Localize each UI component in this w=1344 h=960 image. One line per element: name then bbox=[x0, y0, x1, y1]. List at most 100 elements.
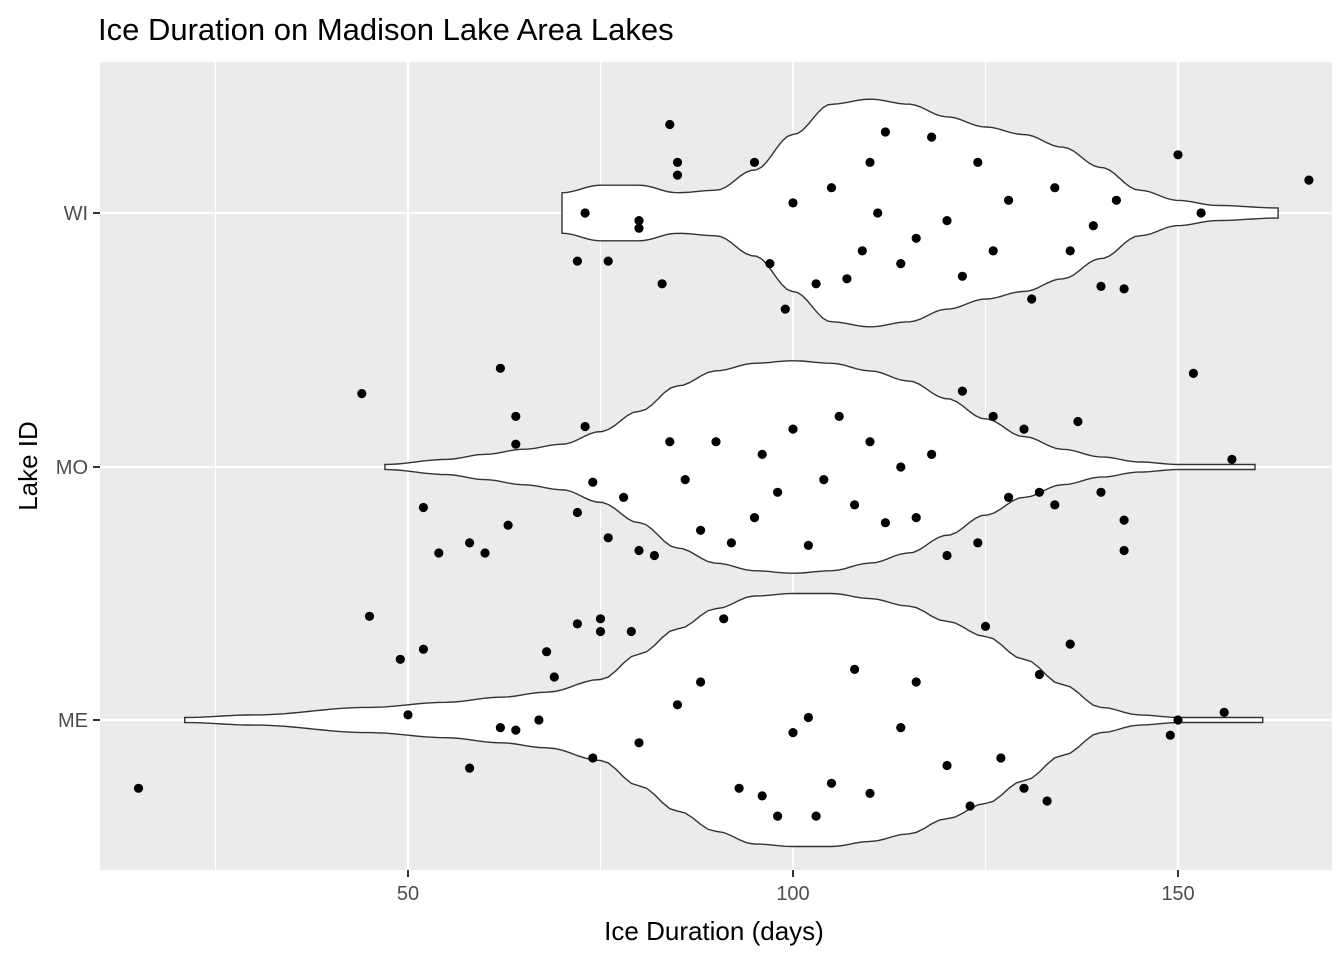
data-point-me bbox=[595, 626, 606, 637]
data-point-mo bbox=[634, 545, 644, 556]
data-point-mo bbox=[1034, 487, 1044, 497]
chart-title: Ice Duration on Madison Lake Area Lakes bbox=[98, 12, 674, 47]
data-point-wi bbox=[896, 259, 906, 269]
data-point-wi bbox=[1304, 175, 1314, 185]
x-tick-label: 100 bbox=[776, 883, 809, 905]
data-point-me bbox=[1219, 707, 1229, 718]
data-point-mo bbox=[1188, 368, 1198, 378]
data-point-me bbox=[850, 664, 860, 675]
data-point-mo bbox=[896, 462, 906, 472]
data-point-wi bbox=[880, 127, 891, 137]
data-point-wi bbox=[988, 246, 998, 256]
data-point-mo bbox=[434, 548, 444, 558]
data-point-wi bbox=[1027, 294, 1037, 304]
data-point-mo bbox=[773, 487, 783, 497]
data-point-me bbox=[734, 783, 744, 793]
y-axis-label: Lake ID bbox=[13, 421, 43, 511]
data-point-wi bbox=[911, 233, 921, 243]
data-point-mo bbox=[726, 538, 737, 548]
data-point-me bbox=[1173, 715, 1183, 725]
data-point-mo bbox=[511, 411, 521, 421]
data-point-me bbox=[534, 715, 544, 725]
y-tick-label: MO bbox=[56, 457, 88, 479]
data-point-wi bbox=[657, 279, 667, 289]
data-point-mo bbox=[880, 518, 891, 528]
data-point-me bbox=[1019, 783, 1029, 793]
data-point-wi bbox=[865, 157, 875, 167]
data-point-mo bbox=[680, 475, 690, 485]
data-point-mo bbox=[1050, 500, 1060, 510]
data-point-wi bbox=[634, 216, 644, 226]
data-point-mo bbox=[749, 513, 760, 523]
data-point-wi bbox=[973, 157, 983, 167]
data-point-me bbox=[672, 700, 683, 710]
y-tick-label: WI bbox=[64, 203, 88, 225]
data-point-me bbox=[1065, 639, 1075, 649]
data-point-wi bbox=[957, 271, 968, 281]
data-point-wi bbox=[1119, 284, 1129, 294]
data-point-me bbox=[495, 723, 505, 733]
data-point-mo bbox=[942, 550, 952, 561]
data-point-me bbox=[757, 791, 767, 801]
data-point-mo bbox=[649, 550, 660, 561]
data-point-me bbox=[549, 672, 559, 682]
data-point-me bbox=[896, 723, 906, 733]
data-point-mo bbox=[588, 477, 598, 487]
data-point-me bbox=[965, 801, 975, 811]
data-point-wi bbox=[811, 279, 821, 289]
data-point-me bbox=[364, 611, 375, 621]
data-point-wi bbox=[672, 170, 683, 180]
x-axis-label: Ice Duration (days) bbox=[604, 916, 824, 946]
data-point-mo bbox=[711, 437, 721, 447]
violin-wi bbox=[561, 98, 1279, 328]
data-point-mo bbox=[757, 449, 767, 459]
axis-layer: 50 100 150 ME MO WI bbox=[56, 203, 1195, 905]
data-point-me bbox=[996, 753, 1006, 763]
data-point-me bbox=[1034, 669, 1044, 680]
data-point-wi bbox=[842, 274, 852, 284]
data-point-mo bbox=[418, 502, 428, 513]
data-point-mo bbox=[1004, 492, 1014, 502]
data-point-me bbox=[403, 710, 413, 720]
data-point-wi bbox=[1088, 221, 1098, 231]
data-point-wi bbox=[603, 256, 613, 266]
x-tick-label: 150 bbox=[1161, 883, 1194, 905]
data-point-wi bbox=[927, 132, 937, 142]
data-point-mo bbox=[1019, 424, 1029, 434]
data-point-wi bbox=[1096, 281, 1106, 291]
data-point-mo bbox=[788, 424, 798, 434]
data-point-me bbox=[595, 614, 606, 624]
data-point-wi bbox=[1111, 195, 1121, 205]
data-point-me bbox=[511, 725, 521, 735]
data-point-mo bbox=[580, 421, 590, 432]
data-point-mo bbox=[1073, 416, 1083, 427]
data-point-me bbox=[572, 619, 583, 629]
data-point-mo bbox=[1227, 454, 1237, 464]
data-point-mo bbox=[1119, 545, 1129, 556]
data-point-wi bbox=[749, 157, 760, 167]
data-point-mo bbox=[619, 492, 629, 502]
data-point-mo bbox=[834, 411, 844, 421]
data-point-me bbox=[634, 738, 644, 748]
data-point-mo bbox=[957, 386, 968, 396]
data-point-mo bbox=[357, 389, 367, 399]
data-point-mo bbox=[865, 437, 875, 447]
data-point-mo bbox=[665, 437, 675, 447]
data-point-mo bbox=[511, 439, 521, 449]
data-point-mo bbox=[465, 538, 475, 548]
data-point-wi bbox=[665, 119, 675, 130]
data-point-wi bbox=[780, 304, 790, 314]
data-point-mo bbox=[988, 411, 998, 421]
data-point-me bbox=[1165, 730, 1175, 740]
data-point-me bbox=[980, 621, 991, 632]
data-point-mo bbox=[973, 538, 983, 548]
data-point-me bbox=[542, 647, 552, 657]
data-point-me bbox=[942, 760, 952, 771]
data-point-me bbox=[588, 753, 598, 763]
data-point-mo bbox=[480, 548, 490, 558]
data-point-wi bbox=[572, 256, 583, 266]
data-point-mo bbox=[503, 520, 513, 530]
data-point-mo bbox=[1119, 515, 1129, 525]
